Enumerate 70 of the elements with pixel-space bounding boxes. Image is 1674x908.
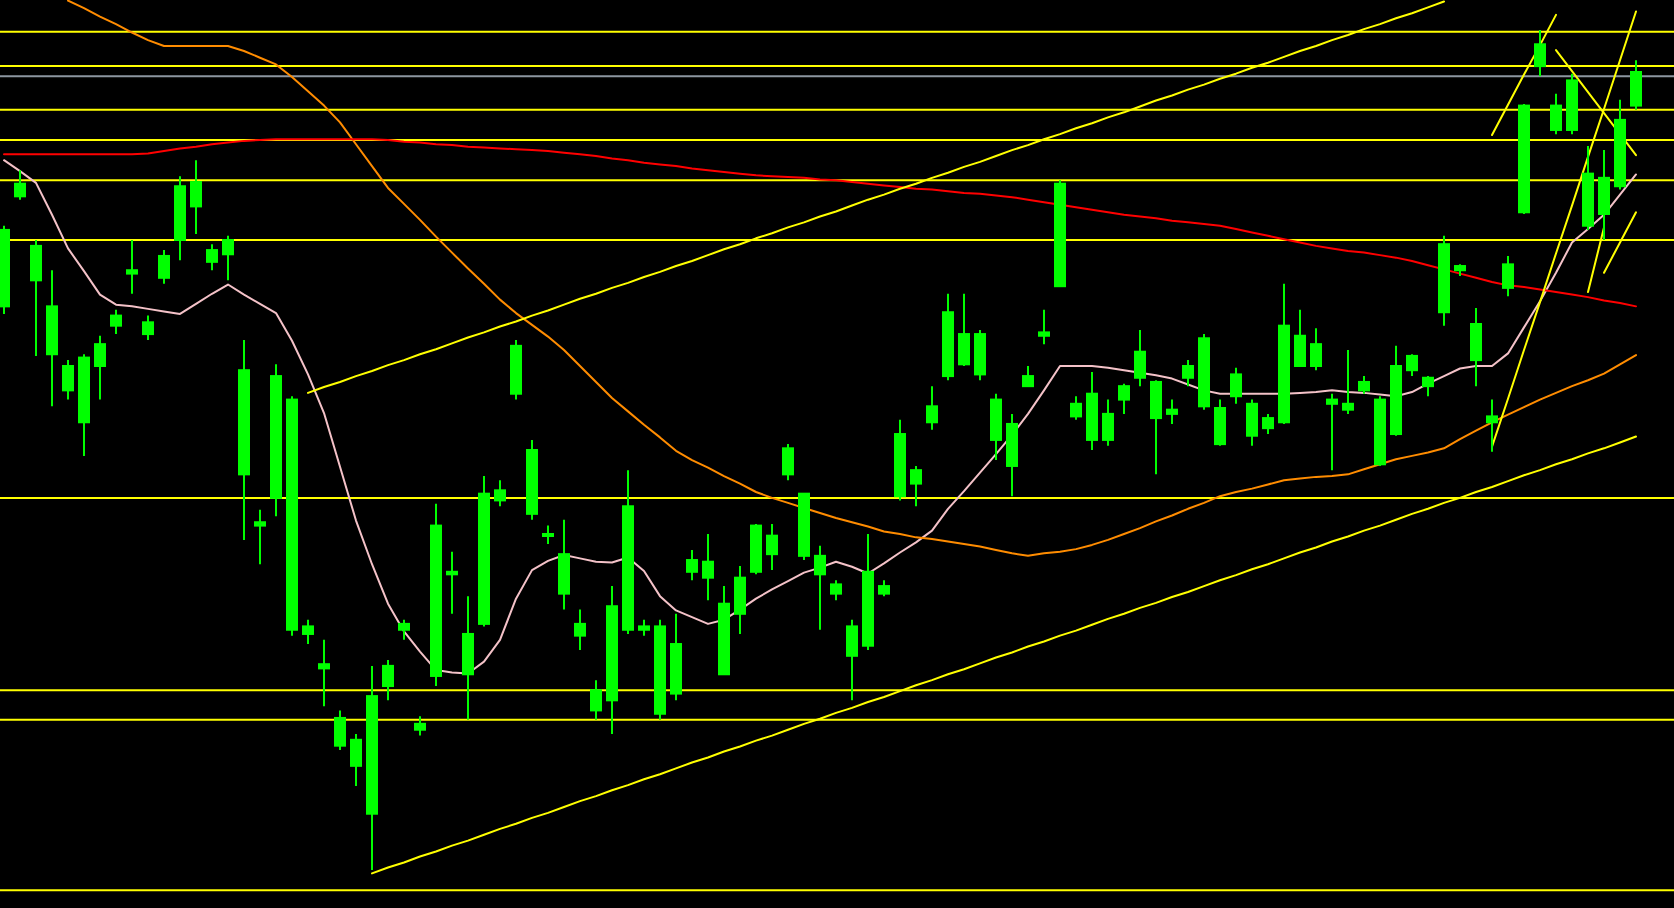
candlestick bbox=[302, 618, 314, 646]
candlestick bbox=[734, 564, 746, 635]
candlestick bbox=[1038, 308, 1050, 346]
candlestick bbox=[462, 595, 474, 721]
candlestick bbox=[94, 334, 106, 401]
candlestick bbox=[686, 548, 698, 582]
candlestick bbox=[1102, 398, 1114, 447]
candlestick bbox=[590, 679, 602, 721]
candlestick bbox=[30, 239, 42, 357]
candlestick bbox=[1502, 254, 1514, 298]
candlestick bbox=[1086, 370, 1098, 451]
candlestick bbox=[1550, 92, 1562, 136]
candlestick bbox=[958, 292, 970, 367]
candlestick bbox=[1070, 395, 1082, 421]
candlestick bbox=[1342, 349, 1354, 415]
candlestick bbox=[62, 359, 74, 401]
candlestick bbox=[254, 508, 266, 566]
candlestick bbox=[1230, 366, 1242, 405]
candlestick bbox=[926, 385, 938, 431]
candlestick bbox=[510, 338, 522, 401]
candlestick bbox=[1406, 353, 1418, 378]
candlestick bbox=[1310, 327, 1322, 372]
candlestick bbox=[446, 550, 458, 615]
candlestick bbox=[222, 234, 234, 282]
candlestick bbox=[1182, 359, 1194, 388]
candlestick bbox=[1150, 379, 1162, 476]
candlestick bbox=[142, 314, 154, 341]
candlestick bbox=[542, 524, 554, 546]
candlestick bbox=[334, 709, 346, 751]
candlestick bbox=[1294, 308, 1306, 367]
candlestick bbox=[350, 732, 362, 787]
candlestick bbox=[846, 618, 858, 702]
candlestick bbox=[558, 518, 570, 611]
candlestick bbox=[766, 522, 778, 572]
candlestick bbox=[814, 544, 826, 631]
candlestick bbox=[702, 533, 714, 602]
candlestick bbox=[830, 579, 842, 602]
candlestick bbox=[910, 464, 922, 508]
candlestick bbox=[1630, 59, 1642, 111]
candlestick bbox=[110, 308, 122, 336]
candlestick bbox=[574, 608, 586, 651]
candlestick bbox=[126, 239, 138, 295]
candlestick bbox=[206, 243, 218, 272]
candlestick bbox=[1262, 412, 1274, 436]
candlestick bbox=[382, 659, 394, 702]
candlestick bbox=[1166, 398, 1178, 425]
candlestick bbox=[1214, 398, 1226, 447]
candlestick bbox=[494, 479, 506, 508]
candlestick bbox=[46, 269, 58, 408]
candlestick bbox=[414, 715, 426, 737]
candlestick bbox=[1246, 398, 1258, 447]
candlestick bbox=[1598, 149, 1610, 241]
candlestick bbox=[158, 249, 170, 285]
candlestick bbox=[1486, 398, 1498, 453]
candlestick bbox=[398, 618, 410, 641]
candlestick bbox=[190, 159, 202, 236]
candlestick bbox=[1326, 392, 1338, 472]
candlestick bbox=[974, 328, 986, 382]
candlestick bbox=[318, 638, 330, 708]
candlestick bbox=[750, 522, 762, 576]
candlestick bbox=[1006, 412, 1018, 498]
candlestick bbox=[1022, 365, 1034, 388]
candlestick bbox=[1470, 307, 1482, 388]
candlestick bbox=[1422, 375, 1434, 398]
candlestick bbox=[990, 392, 1002, 462]
candlestick bbox=[1534, 29, 1546, 78]
candlestick bbox=[1118, 382, 1130, 415]
candlestick bbox=[782, 443, 794, 482]
candlestick bbox=[14, 169, 26, 201]
candlestick bbox=[1134, 328, 1146, 388]
